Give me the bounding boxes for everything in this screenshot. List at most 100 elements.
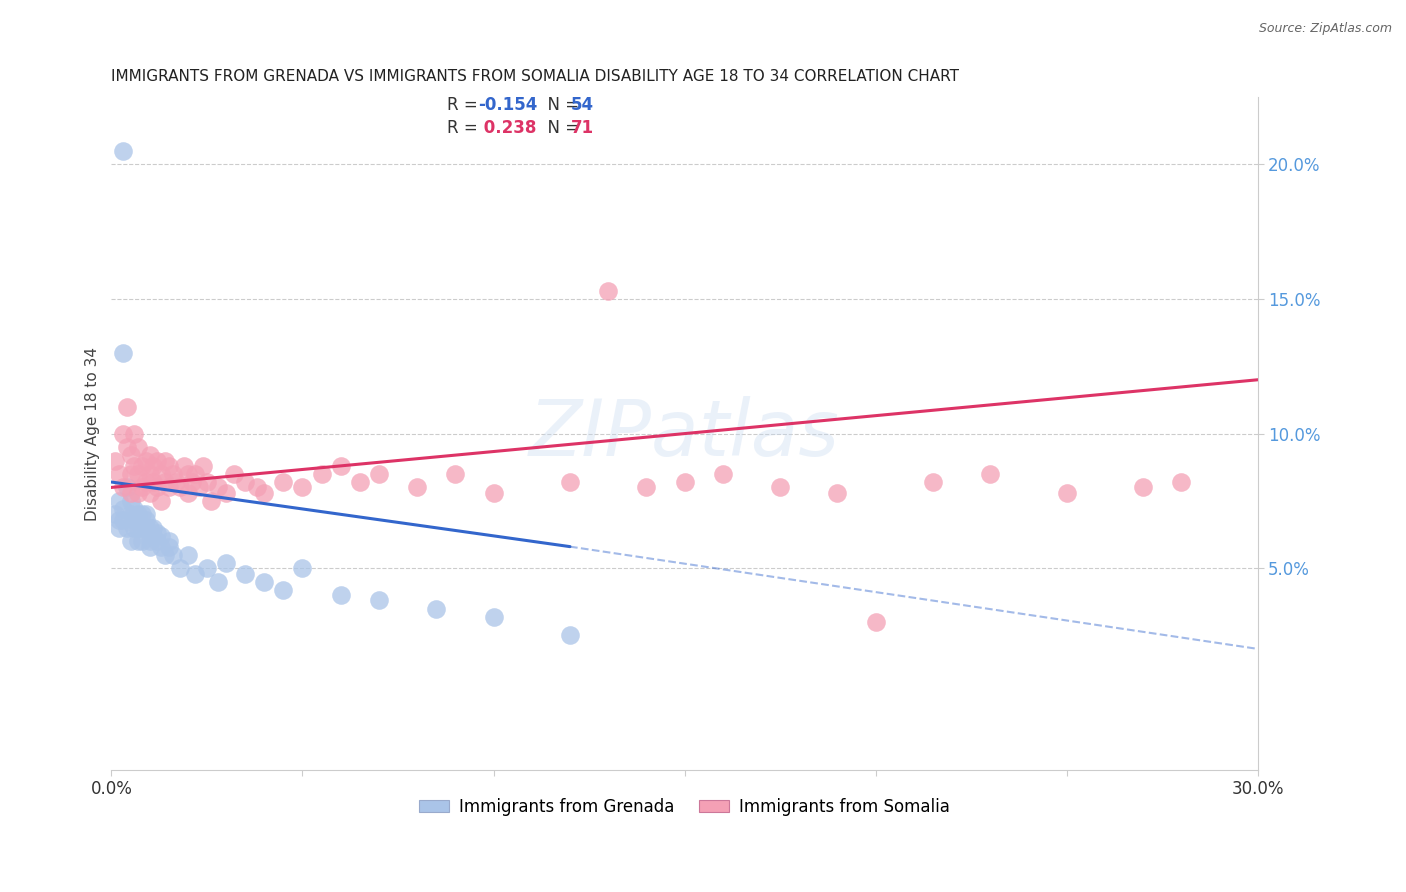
Point xyxy=(115,400,138,414)
Point xyxy=(142,521,165,535)
Point xyxy=(150,494,173,508)
Point xyxy=(124,426,146,441)
Point xyxy=(195,561,218,575)
Point xyxy=(124,502,146,516)
Point xyxy=(233,475,256,489)
Point xyxy=(146,453,169,467)
Point xyxy=(111,346,134,360)
Point xyxy=(142,475,165,489)
Point xyxy=(138,540,160,554)
Point xyxy=(127,513,149,527)
Point xyxy=(108,467,131,481)
Point xyxy=(120,534,142,549)
Text: R =: R = xyxy=(447,120,484,137)
Point xyxy=(127,534,149,549)
Point xyxy=(131,480,153,494)
Point xyxy=(162,548,184,562)
Point xyxy=(482,485,505,500)
Point xyxy=(406,480,429,494)
Legend: Immigrants from Grenada, Immigrants from Somalia: Immigrants from Grenada, Immigrants from… xyxy=(412,791,957,822)
Point xyxy=(598,284,620,298)
Point xyxy=(127,521,149,535)
Point xyxy=(135,453,157,467)
Point xyxy=(115,440,138,454)
Point xyxy=(157,534,180,549)
Text: IMMIGRANTS FROM GRENADA VS IMMIGRANTS FROM SOMALIA DISABILITY AGE 18 TO 34 CORRE: IMMIGRANTS FROM GRENADA VS IMMIGRANTS FR… xyxy=(111,69,959,84)
Point xyxy=(131,458,153,473)
Point xyxy=(173,458,195,473)
Point xyxy=(108,513,131,527)
Point xyxy=(150,540,173,554)
Point xyxy=(104,508,127,522)
Point xyxy=(169,561,191,575)
Point xyxy=(329,458,352,473)
Point xyxy=(200,494,222,508)
Point xyxy=(131,508,153,522)
Point xyxy=(184,467,207,481)
Point xyxy=(138,485,160,500)
Point xyxy=(177,485,200,500)
Point xyxy=(169,480,191,494)
Point xyxy=(162,467,184,481)
Point xyxy=(1132,480,1154,494)
Point xyxy=(108,494,131,508)
Text: 54: 54 xyxy=(571,96,593,114)
Point xyxy=(142,529,165,543)
Point xyxy=(153,548,176,562)
Point xyxy=(311,467,333,481)
Point xyxy=(273,582,295,597)
Point xyxy=(138,448,160,462)
Text: N =: N = xyxy=(537,120,585,137)
Point xyxy=(711,467,734,481)
Point xyxy=(115,480,138,494)
Point xyxy=(120,448,142,462)
Point xyxy=(425,601,447,615)
Point xyxy=(207,574,229,589)
Point xyxy=(165,475,187,489)
Point xyxy=(124,458,146,473)
Point xyxy=(636,480,658,494)
Point xyxy=(215,485,238,500)
Point xyxy=(124,513,146,527)
Point xyxy=(922,475,945,489)
Point xyxy=(253,574,276,589)
Point xyxy=(558,628,581,642)
Point xyxy=(367,593,389,607)
Point xyxy=(482,609,505,624)
Point xyxy=(246,480,269,494)
Y-axis label: Disability Age 18 to 34: Disability Age 18 to 34 xyxy=(86,347,100,521)
Point xyxy=(108,521,131,535)
Point xyxy=(207,480,229,494)
Point xyxy=(349,475,371,489)
Point xyxy=(131,534,153,549)
Point xyxy=(120,485,142,500)
Point xyxy=(191,458,214,473)
Text: N =: N = xyxy=(537,96,585,114)
Point xyxy=(1170,475,1192,489)
Text: 0.238: 0.238 xyxy=(478,120,537,137)
Point xyxy=(188,480,211,494)
Point xyxy=(222,467,245,481)
Point xyxy=(180,475,202,489)
Point xyxy=(146,534,169,549)
Point xyxy=(184,566,207,581)
Point xyxy=(131,521,153,535)
Point xyxy=(111,426,134,441)
Point xyxy=(195,475,218,489)
Point xyxy=(127,440,149,454)
Point xyxy=(135,508,157,522)
Point xyxy=(444,467,467,481)
Point xyxy=(138,467,160,481)
Point xyxy=(120,494,142,508)
Point xyxy=(127,467,149,481)
Text: 71: 71 xyxy=(571,120,593,137)
Point xyxy=(673,475,696,489)
Text: Source: ZipAtlas.com: Source: ZipAtlas.com xyxy=(1258,22,1392,36)
Text: R =: R = xyxy=(447,96,484,114)
Point xyxy=(111,144,134,158)
Point xyxy=(153,453,176,467)
Point xyxy=(111,480,134,494)
Point xyxy=(558,475,581,489)
Point xyxy=(157,458,180,473)
Text: -0.154: -0.154 xyxy=(478,96,537,114)
